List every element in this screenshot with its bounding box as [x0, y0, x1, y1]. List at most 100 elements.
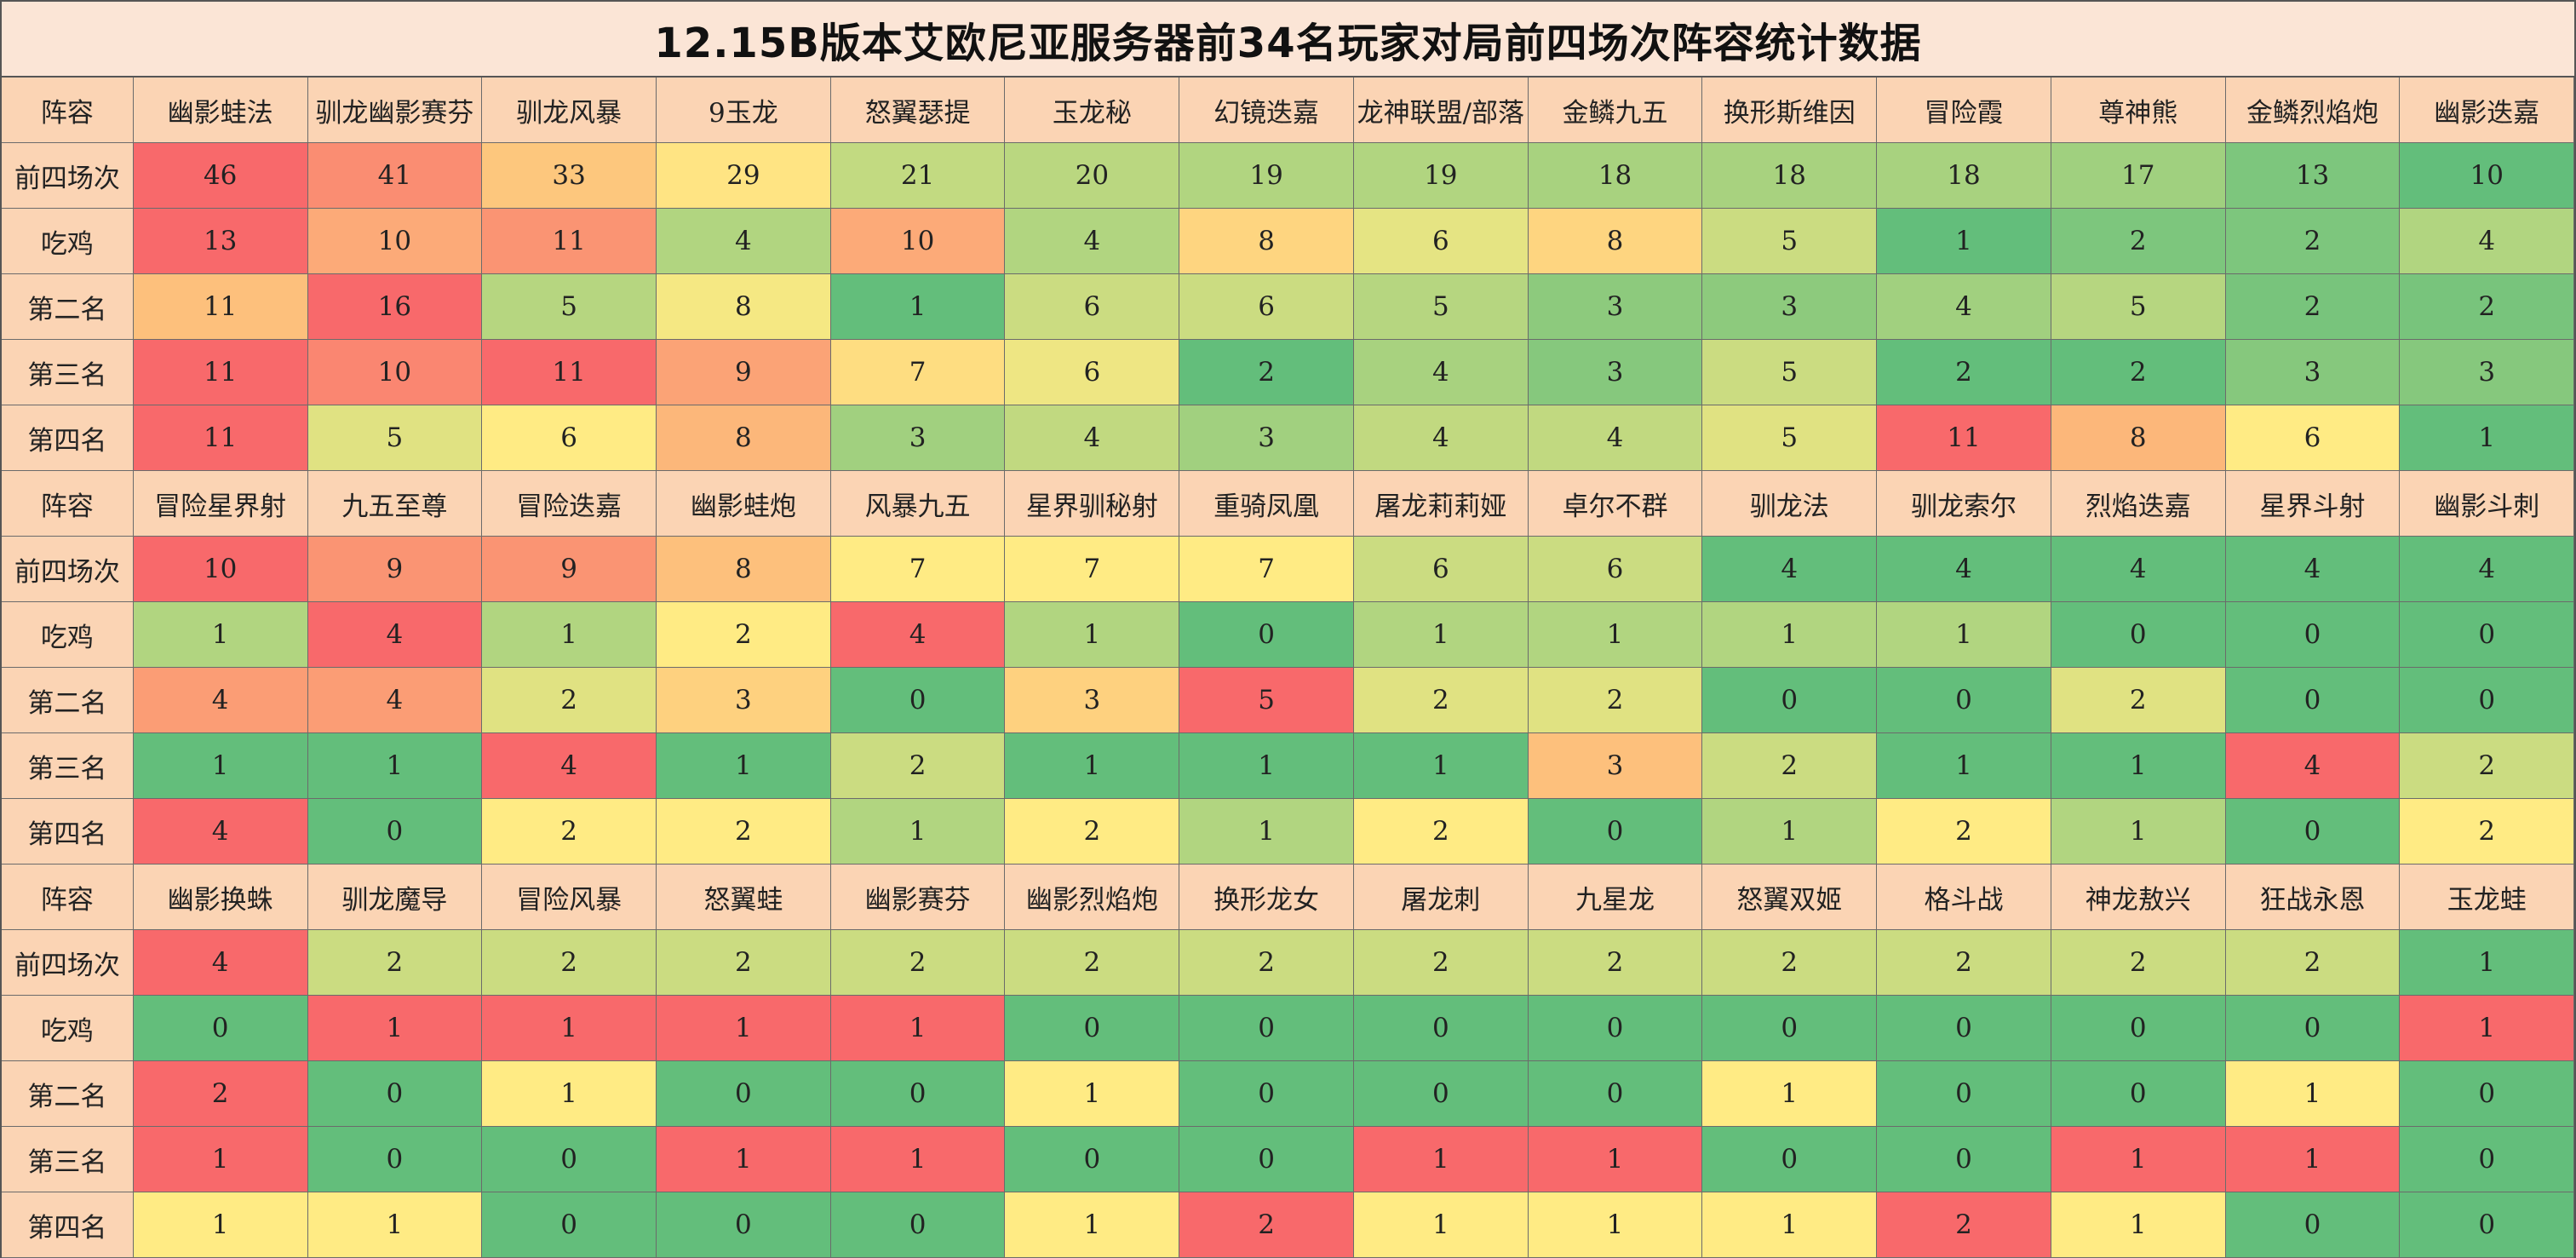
stat-cell: 1 [133, 733, 308, 799]
stat-cell: 1 [2400, 996, 2575, 1061]
stat-cell: 0 [2051, 602, 2226, 668]
stat-cell: 0 [2051, 996, 2226, 1061]
stat-cell: 0 [1877, 996, 2051, 1061]
stat-cell: 1 [830, 1127, 1006, 1192]
stat-cell: 4 [2225, 537, 2401, 602]
lineup-name: 冒险风暴 [482, 865, 657, 930]
lineup-name: 九星龙 [1528, 865, 1703, 930]
lineup-name: 龙神联盟/部落 [1353, 78, 1529, 143]
stat-cell: 0 [1877, 1127, 2051, 1192]
stat-cell: 4 [307, 668, 483, 733]
stat-cell: 1 [1877, 209, 2051, 274]
stat-cell: 18 [1877, 143, 2051, 209]
lineup-name: 冒险霞 [1877, 78, 2051, 143]
stat-cell: 0 [1702, 1127, 1878, 1192]
stat-cell: 11 [133, 405, 308, 471]
stat-cell: 5 [1179, 668, 1354, 733]
stat-cell: 0 [2400, 602, 2575, 668]
stat-cell: 10 [307, 340, 483, 405]
stat-cell: 0 [2225, 602, 2401, 668]
lineup-header-row: 阵容 冒险星界射 九五至尊 冒险迭嘉 幽影蛙炮 风暴九五 星界驯秘射 重骑凤凰 屠龙莉莉娅 卓尔不… [2, 471, 2575, 537]
stat-cell: 17 [2051, 143, 2226, 209]
stat-cell: 1 [1528, 1127, 1703, 1192]
stat-cell: 2 [1353, 930, 1529, 996]
stat-row: 第三名 11 10 11 9 7 6 2 4 3 5 2 2 3 3 [2, 340, 2575, 405]
stat-cell: 11 [1877, 405, 2051, 471]
row-label: 第四名 [2, 405, 134, 471]
stat-cell: 4 [2051, 537, 2226, 602]
stat-cell: 8 [2051, 405, 2226, 471]
stat-cell: 3 [1528, 340, 1703, 405]
stat-cell: 9 [657, 340, 831, 405]
stat-cell: 1 [657, 733, 831, 799]
lineup-name: 格斗战 [1877, 865, 2051, 930]
stat-cell: 2 [2400, 274, 2575, 340]
stat-cell: 2 [1353, 799, 1529, 865]
stat-cell: 1 [830, 996, 1006, 1061]
lineup-name: 屠龙刺 [1353, 865, 1529, 930]
stat-row: 第三名 1 0 0 1 1 0 0 1 1 0 0 1 1 0 [2, 1127, 2575, 1192]
stat-cell: 6 [1005, 340, 1180, 405]
stat-cell: 0 [1528, 799, 1703, 865]
stat-cell: 2 [1877, 930, 2051, 996]
stat-cell: 0 [482, 1127, 657, 1192]
stat-row: 吃鸡 1 4 1 2 4 1 0 1 1 1 1 0 0 0 [2, 602, 2575, 668]
stat-cell: 2 [2051, 668, 2226, 733]
stat-cell: 1 [2400, 930, 2575, 996]
stat-cell: 2 [830, 733, 1006, 799]
stat-cell: 1 [657, 996, 831, 1061]
lineup-name: 金鳞烈焰炮 [2225, 78, 2401, 143]
stat-cell: 3 [2225, 340, 2401, 405]
stat-cell: 4 [1005, 209, 1180, 274]
lineup-name: 卓尔不群 [1528, 471, 1703, 537]
stat-cell: 1 [1353, 733, 1529, 799]
stat-cell: 1 [482, 1061, 657, 1127]
stats-table: 阵容 幽影蛙法 驯龙幽影赛芬 驯龙风暴 9玉龙 怒翼瑟提 玉龙秘 幻镜迭嘉 龙神联盟/部落 金鳞九… [2, 78, 2575, 1258]
stat-cell: 2 [1702, 930, 1878, 996]
stat-cell: 10 [830, 209, 1006, 274]
stat-cell: 4 [830, 602, 1006, 668]
stat-cell: 0 [1877, 668, 2051, 733]
stat-cell: 11 [482, 340, 657, 405]
stat-cell: 1 [830, 274, 1006, 340]
stat-cell: 2 [1005, 930, 1180, 996]
stat-cell: 1 [133, 1127, 308, 1192]
stat-cell: 21 [830, 143, 1006, 209]
stat-cell: 0 [1179, 1127, 1354, 1192]
stat-cell: 1 [2051, 799, 2226, 865]
stat-cell: 1 [1528, 602, 1703, 668]
stat-row: 第四名 1 1 0 0 0 1 2 1 1 1 2 1 0 0 [2, 1192, 2575, 1258]
sheet-title: 12.15B版本艾欧尼亚服务器前34名玩家对局前四场次阵容统计数据 [2, 2, 2574, 78]
stat-cell: 1 [1353, 1127, 1529, 1192]
stat-cell: 2 [1528, 930, 1703, 996]
stat-cell: 4 [657, 209, 831, 274]
stat-cell: 6 [482, 405, 657, 471]
lineup-name: 怒翼双姬 [1702, 865, 1878, 930]
lineup-name: 冒险迭嘉 [482, 471, 657, 537]
stat-cell: 19 [1179, 143, 1354, 209]
stat-cell: 29 [657, 143, 831, 209]
lineup-name: 幽影赛芬 [830, 865, 1006, 930]
stat-cell: 1 [1353, 602, 1529, 668]
stat-cell: 4 [1353, 405, 1529, 471]
stat-cell: 2 [1179, 340, 1354, 405]
stat-cell: 2 [1877, 1192, 2051, 1258]
stat-cell: 8 [657, 537, 831, 602]
stat-row: 第二名 4 4 2 3 0 3 5 2 2 0 0 2 0 0 [2, 668, 2575, 733]
stat-cell: 2 [2051, 340, 2226, 405]
stat-cell: 2 [2051, 209, 2226, 274]
stat-row: 吃鸡 0 1 1 1 1 0 0 0 0 0 0 0 0 1 [2, 996, 2575, 1061]
stat-row: 第三名 1 1 4 1 2 1 1 1 3 2 1 1 4 2 [2, 733, 2575, 799]
stat-cell: 1 [2225, 1061, 2401, 1127]
stat-cell: 1 [830, 799, 1006, 865]
stat-cell: 6 [1353, 537, 1529, 602]
stat-cell: 5 [2051, 274, 2226, 340]
stat-cell: 5 [307, 405, 483, 471]
stat-cell: 3 [657, 668, 831, 733]
stat-cell: 0 [2225, 996, 2401, 1061]
stat-cell: 7 [830, 537, 1006, 602]
stat-cell: 0 [1179, 1061, 1354, 1127]
stat-cell: 3 [1179, 405, 1354, 471]
row-label-lineup: 阵容 [2, 865, 134, 930]
